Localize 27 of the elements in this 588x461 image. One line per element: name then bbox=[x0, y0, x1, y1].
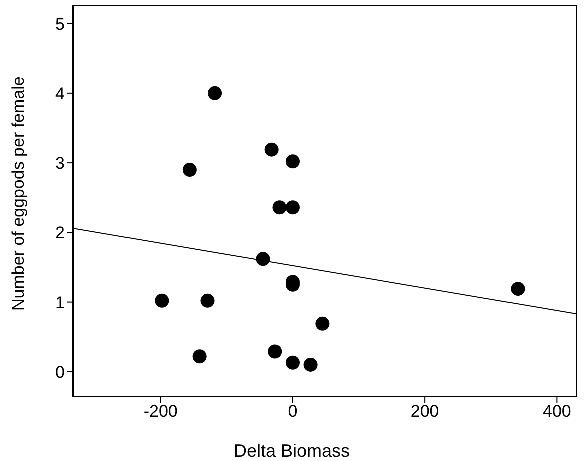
x-tick-label: -200 bbox=[144, 402, 178, 422]
y-axis-title: Number of eggpods per female bbox=[9, 76, 28, 311]
point bbox=[286, 154, 300, 169]
point bbox=[182, 163, 197, 178]
y-tick-label: 2 bbox=[56, 224, 65, 243]
point bbox=[192, 350, 207, 364]
y-tick-label: 0 bbox=[56, 362, 65, 382]
point bbox=[200, 294, 215, 308]
point bbox=[286, 200, 300, 215]
y-tick-label: 3 bbox=[56, 154, 65, 174]
x-tick-label: 0 bbox=[288, 402, 298, 422]
point bbox=[286, 356, 300, 370]
y-tick-label: 5 bbox=[56, 14, 65, 34]
x-tick-label: 200 bbox=[410, 402, 440, 422]
y-tick-label: 1 bbox=[56, 293, 65, 312]
point bbox=[208, 86, 222, 100]
point bbox=[511, 282, 526, 296]
point bbox=[272, 200, 287, 215]
point bbox=[155, 294, 170, 308]
point bbox=[304, 358, 318, 372]
point bbox=[264, 142, 279, 157]
x-axis-title: Delta Biomass bbox=[234, 441, 350, 461]
x-tick-label: 400 bbox=[542, 402, 572, 422]
y-tick-label: 4 bbox=[56, 84, 65, 104]
point bbox=[316, 316, 330, 331]
point bbox=[268, 344, 282, 359]
point bbox=[256, 252, 270, 266]
